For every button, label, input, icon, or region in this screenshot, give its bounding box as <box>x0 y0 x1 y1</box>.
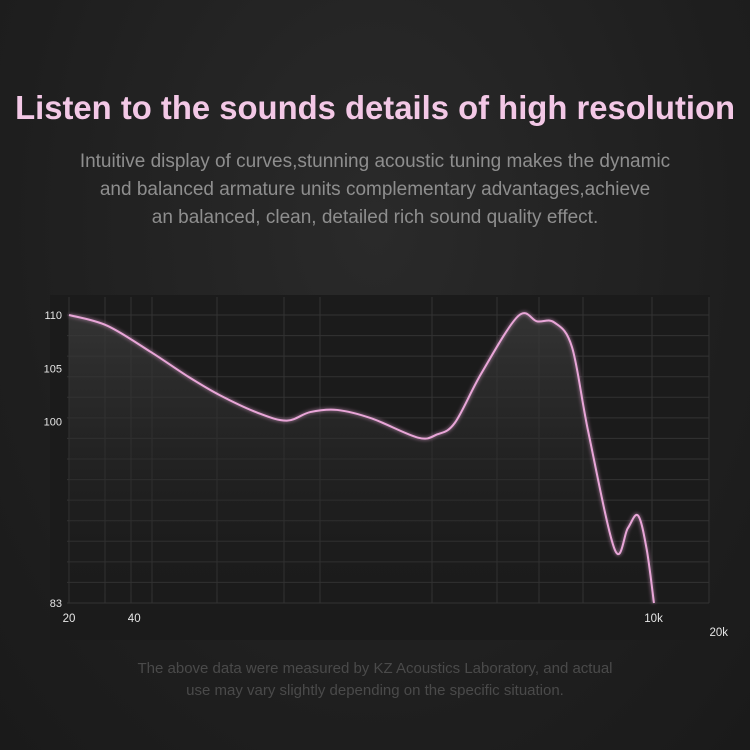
y-tick-label: 105 <box>44 363 62 375</box>
frequency-response-chart: 110 105 100 83 20 40 10k 20k <box>44 295 728 640</box>
frequency-response-line <box>68 312 655 604</box>
curve-fill <box>69 313 654 603</box>
headline: Listen to the sounds details of high res… <box>0 86 750 130</box>
disclaimer-line: use may vary slightly depending on the s… <box>186 682 564 699</box>
x-tick-label: 20 <box>63 613 76 625</box>
disclaimer: The above data were measured by KZ Acous… <box>0 658 750 702</box>
y-tick-label: 83 <box>50 598 62 610</box>
disclaimer-line: The above data were measured by KZ Acous… <box>137 660 613 677</box>
x-tick-label: 40 <box>128 613 141 625</box>
subtitle: Intuitive display of curves,stunning aco… <box>0 148 750 232</box>
headline-text: Listen to the sounds details of high res… <box>15 89 735 126</box>
subtitle-line: and balanced armature units complementar… <box>99 179 651 200</box>
x-tick-label: 10k <box>644 613 663 625</box>
subtitle-line: Intuitive display of curves,stunning aco… <box>79 151 671 172</box>
y-tick-label: 100 <box>44 417 62 429</box>
x-tick-label: 20k <box>709 627 728 639</box>
subtitle-line: an balanced, clean, detailed rich sound … <box>151 207 599 228</box>
y-tick-label: 110 <box>44 310 62 322</box>
